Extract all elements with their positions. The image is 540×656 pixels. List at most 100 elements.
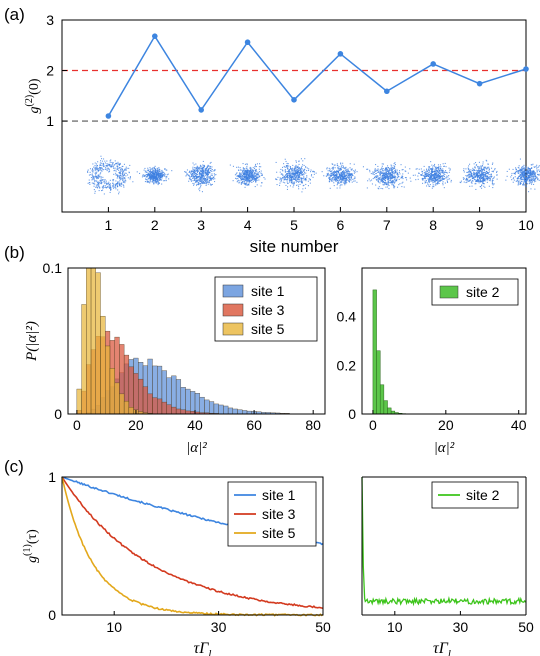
cloud-point [199,164,201,166]
cloud-point [346,173,348,175]
cloud-point [350,169,352,171]
cloud-point [284,169,286,171]
cloud-point [388,181,390,183]
cloud-point [108,168,110,170]
cloud-point [209,167,211,169]
cloud-point [107,186,109,188]
cloud-point [477,173,479,175]
x-tick-label: 30 [211,619,227,635]
cloud-point [333,173,335,175]
cloud-point [112,185,114,187]
cloud-point [521,174,523,176]
cloud-point [142,174,144,176]
cloud-point [255,166,257,168]
cloud-point [97,183,99,185]
x-axis-label: |α|² [434,440,455,456]
cloud-point [297,177,299,179]
cloud-point [532,173,534,175]
cloud-point [255,173,257,175]
cloud-point [94,176,96,178]
cloud-point [116,174,118,176]
cloud-point [421,171,423,173]
cloud-point [389,182,391,184]
cloud-point [99,162,101,164]
cloud-point [286,173,288,175]
cloud-point [151,178,153,180]
histogram-bar [138,378,144,415]
cloud-point [383,172,385,174]
cloud-point [380,179,382,181]
histogram-bar [128,366,134,415]
cloud-point [153,178,155,180]
cloud-point [192,174,194,176]
cloud-point [343,172,345,174]
cloud-point [471,169,473,171]
cloud-point [102,185,104,187]
cloud-point [195,177,197,179]
cloud-point [428,180,430,182]
cloud-point [91,179,93,181]
cloud-point [96,176,98,178]
cloud-point [203,177,205,179]
cloud-point [281,173,283,175]
cloud-point [152,167,154,169]
cloud-point [92,163,94,165]
cloud-point [529,174,531,176]
cloud-point [149,178,151,180]
cloud-point [521,181,523,183]
cloud-point [332,173,334,175]
cloud-point [99,175,101,177]
cloud-point [299,171,301,173]
cloud-point [293,175,295,177]
cloud-point [300,179,302,181]
cloud-point [243,168,245,170]
cloud-point [422,179,424,181]
cloud-point [371,183,373,185]
cloud-point [383,170,385,172]
cloud-point [98,175,100,177]
cloud-point [379,177,381,179]
cloud-point [388,170,390,172]
cloud-point [308,169,310,171]
cloud-point [204,172,206,174]
cloud-point [431,174,433,176]
cloud-point [331,178,333,180]
cloud-point [340,168,342,170]
cloud-point [194,178,196,180]
cloud-point [471,176,473,178]
cloud-point [473,169,475,171]
cloud-point [171,170,173,172]
cloud-point [491,170,493,172]
cloud-point [264,178,266,180]
cloud-point [422,179,424,181]
cloud-point [486,179,488,181]
cloud-point [238,174,240,176]
cloud-point [441,175,443,177]
cloud-point [200,170,202,172]
cloud-point [104,160,106,162]
cloud-point [114,186,116,188]
cloud-point [299,183,301,185]
cloud-point [376,175,378,177]
cloud-point [390,177,392,179]
cloud-point [301,172,303,174]
cloud-point [245,177,247,179]
cloud-point [207,171,209,173]
cloud-point [313,173,315,175]
cloud-point [109,187,111,189]
cloud-point [479,179,481,181]
cloud-point [196,184,198,186]
cloud-point [436,183,438,185]
cloud-point [486,167,488,169]
cloud-point [385,176,387,178]
cloud-point [336,178,338,180]
cloud-point [488,166,490,168]
cloud-point [112,162,114,164]
cloud-point [198,183,200,185]
cloud-point [238,174,240,176]
cloud-point [474,166,476,168]
cloud-point [394,173,396,175]
cloud-point [388,188,390,190]
cloud-point [523,177,525,179]
cloud-point [214,169,216,171]
